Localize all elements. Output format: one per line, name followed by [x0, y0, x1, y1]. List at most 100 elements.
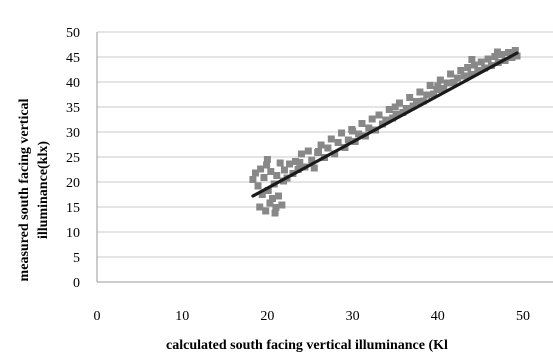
y-tick-label: 20: [66, 176, 80, 191]
x-axis-title: calculated south facing vertical illumin…: [166, 338, 448, 353]
data-point: [258, 191, 266, 198]
x-tick-labels: 0 10 20 30 40 50: [94, 309, 531, 324]
data-point: [263, 156, 271, 163]
data-point: [327, 135, 335, 143]
data-point: [468, 56, 476, 63]
data-point: [355, 130, 363, 138]
data-point: [434, 82, 442, 90]
data-point: [481, 64, 489, 72]
data-point: [297, 150, 305, 158]
data-point: [358, 120, 366, 127]
data-point: [491, 53, 499, 60]
data-point: [430, 90, 438, 98]
data-point: [272, 204, 280, 211]
data-point: [505, 49, 513, 56]
data-point: [280, 166, 288, 174]
data-point: [264, 187, 272, 194]
data-point: [273, 172, 281, 179]
x-tick-label: 50: [516, 309, 530, 324]
data-point: [266, 199, 274, 207]
data-point: [460, 72, 468, 80]
data-point: [423, 91, 431, 99]
x-tick-label: 30: [346, 309, 360, 324]
y-axis-title-line1: measured south facing vertical: [17, 98, 32, 281]
data-point: [294, 166, 302, 173]
data-point: [304, 147, 312, 155]
data-point: [443, 79, 451, 87]
data-point: [464, 64, 472, 71]
data-point: [251, 169, 259, 177]
data-point: [385, 106, 393, 113]
y-tick-label: 0: [73, 276, 80, 291]
data-point: [493, 48, 501, 56]
data-point: [308, 156, 316, 164]
data-point: [274, 192, 282, 200]
data-point: [457, 67, 465, 74]
data-point: [278, 201, 286, 209]
data-point: [276, 159, 284, 167]
data-point: [349, 127, 357, 135]
x-tick-label: 0: [94, 309, 101, 324]
data-point: [286, 160, 294, 168]
data-point: [260, 174, 268, 181]
data-point: [375, 111, 383, 119]
y-tick-label: 5: [73, 251, 80, 266]
data-point: [474, 67, 482, 74]
y-tick-label: 50: [66, 26, 80, 41]
data-point: [440, 85, 448, 92]
data-point: [447, 70, 455, 78]
data-point: [484, 55, 492, 63]
data-point: [249, 176, 257, 183]
y-tick-label: 45: [66, 51, 80, 66]
data-point: [296, 159, 304, 166]
y-axis-title-line2: illuminance(klx): [36, 141, 51, 239]
data-point: [453, 74, 461, 82]
trendline-group: [251, 51, 519, 198]
data-point: [344, 136, 352, 144]
data-point: [269, 195, 277, 202]
axes: [96, 32, 553, 283]
data-points: [249, 47, 521, 217]
data-point: [399, 109, 407, 116]
data-point: [378, 120, 386, 128]
data-point: [315, 148, 323, 155]
data-point: [467, 71, 475, 78]
data-point: [450, 79, 458, 86]
data-point: [470, 61, 478, 69]
data-point: [413, 98, 420, 105]
data-point: [254, 182, 262, 190]
data-point: [256, 203, 264, 211]
data-point: [511, 47, 519, 54]
y-tick-label: 15: [66, 201, 80, 216]
data-point: [338, 129, 346, 137]
y-tick-label: 30: [66, 126, 80, 141]
y-tick-label: 25: [66, 151, 80, 166]
data-point: [426, 82, 434, 89]
data-point: [292, 158, 300, 165]
data-point: [513, 52, 521, 60]
data-point: [331, 150, 339, 158]
y-tick-label: 40: [66, 76, 80, 91]
x-tick-label: 20: [260, 309, 274, 324]
data-point: [436, 76, 444, 84]
data-point: [406, 94, 414, 101]
data-point: [271, 209, 279, 217]
data-point: [416, 88, 424, 96]
data-point: [262, 207, 270, 215]
data-point: [395, 99, 403, 107]
y-tick-label: 10: [66, 226, 80, 241]
data-point: [263, 161, 271, 169]
trendline: [251, 51, 519, 198]
data-point: [477, 58, 485, 66]
data-point: [409, 102, 417, 110]
data-point: [257, 165, 265, 173]
data-point: [324, 144, 332, 152]
y-tick-labels: 0 5 10 15 20 25 30 35 40 45 50: [66, 26, 80, 291]
data-point: [310, 164, 318, 172]
data-point: [402, 105, 410, 112]
data-point: [365, 124, 373, 132]
data-point: [498, 51, 506, 58]
data-point: [392, 111, 400, 118]
data-point: [391, 103, 399, 111]
